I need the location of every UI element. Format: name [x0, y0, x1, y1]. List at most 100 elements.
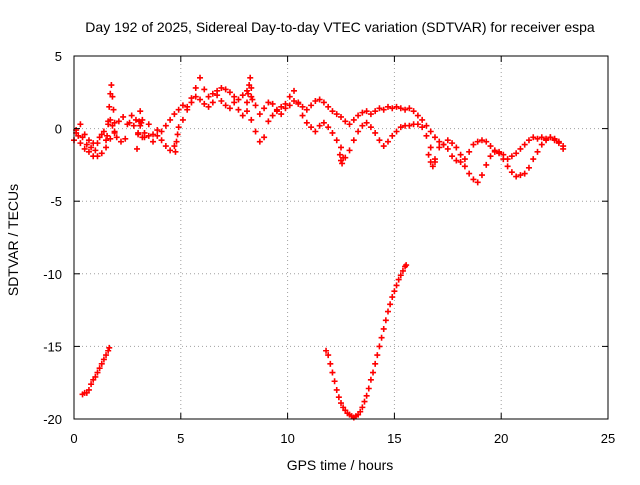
data-point	[466, 148, 473, 155]
data-point	[124, 121, 131, 128]
data-point	[380, 143, 387, 150]
data-point	[286, 93, 293, 100]
data-point	[534, 148, 541, 155]
data-point	[244, 99, 251, 106]
data-point	[122, 135, 129, 142]
data-point	[269, 112, 276, 119]
data-point	[449, 153, 456, 160]
data-point	[444, 137, 451, 144]
data-point	[299, 112, 306, 119]
data-point	[355, 112, 362, 119]
data-point	[120, 113, 127, 120]
x-tick-label: 20	[494, 431, 508, 446]
data-point	[517, 145, 524, 152]
data-point	[419, 124, 426, 131]
data-point	[333, 386, 340, 393]
data-point	[235, 106, 242, 113]
data-point	[141, 129, 148, 136]
data-series	[73, 74, 567, 186]
data-point	[115, 118, 122, 125]
data-point	[137, 108, 144, 115]
data-point	[367, 376, 374, 383]
data-point	[312, 98, 319, 105]
data-point	[538, 134, 545, 141]
data-point	[525, 137, 532, 144]
data-point	[323, 347, 330, 354]
data-point	[402, 106, 409, 113]
data-series	[79, 344, 113, 398]
data-point	[88, 381, 95, 388]
data-point	[130, 122, 137, 129]
data-point	[474, 138, 481, 145]
data-point	[367, 124, 374, 131]
data-point	[329, 369, 336, 376]
data-point	[92, 373, 99, 380]
data-point	[444, 145, 451, 152]
data-point	[171, 143, 178, 150]
data-point	[427, 144, 434, 151]
data-point	[128, 112, 135, 119]
data-point	[174, 131, 181, 138]
data-point	[291, 98, 298, 105]
data-point	[103, 137, 110, 144]
data-point	[261, 105, 268, 112]
data-point	[521, 170, 528, 177]
data-point	[449, 140, 456, 147]
data-point	[414, 112, 421, 119]
data-point	[376, 343, 383, 350]
data-point	[382, 317, 389, 324]
data-point	[525, 164, 532, 171]
data-point	[103, 144, 110, 151]
data-point	[222, 102, 229, 109]
data-layer	[71, 74, 567, 421]
data-point	[496, 150, 503, 157]
data-point	[483, 161, 490, 168]
data-point	[338, 144, 344, 151]
data-point	[393, 103, 400, 110]
data-point	[491, 148, 498, 155]
tick-layer: 0 5 10 15 20 25 5 0 -5 -10 -15 -20	[43, 49, 615, 446]
data-point	[85, 386, 92, 393]
data-point	[154, 127, 161, 134]
data-point	[410, 108, 417, 115]
data-point	[192, 93, 199, 100]
data-point	[179, 102, 186, 109]
data-point	[226, 89, 233, 96]
data-point	[425, 151, 432, 158]
data-point	[403, 262, 410, 269]
data-point	[239, 112, 246, 119]
data-point	[184, 106, 191, 113]
data-point	[226, 105, 233, 112]
data-point	[419, 116, 426, 123]
data-point	[384, 138, 391, 145]
data-point	[107, 135, 114, 142]
data-point	[265, 118, 272, 125]
data-point	[336, 151, 343, 158]
data-point	[436, 144, 443, 151]
data-point	[384, 103, 391, 110]
data-point	[376, 105, 383, 112]
data-point	[436, 138, 443, 145]
chart-title: Day 192 of 2025, Sidereal Day-to-day VTE…	[85, 19, 595, 35]
data-point	[325, 352, 332, 359]
data-point	[466, 170, 473, 177]
data-point	[150, 131, 157, 138]
data-point	[188, 95, 195, 102]
data-point	[205, 93, 212, 100]
data-point	[158, 128, 165, 135]
data-point	[252, 102, 259, 109]
x-tick-label: 15	[387, 431, 401, 446]
data-point	[139, 134, 146, 141]
data-point	[201, 100, 208, 107]
data-point	[175, 106, 182, 113]
data-point	[134, 145, 141, 152]
data-point	[135, 131, 142, 138]
data-point	[145, 121, 152, 128]
data-point	[154, 132, 161, 139]
data-point	[478, 137, 485, 144]
data-point	[218, 98, 225, 105]
data-point	[291, 87, 298, 94]
data-point	[508, 169, 515, 176]
data-point	[359, 122, 366, 129]
